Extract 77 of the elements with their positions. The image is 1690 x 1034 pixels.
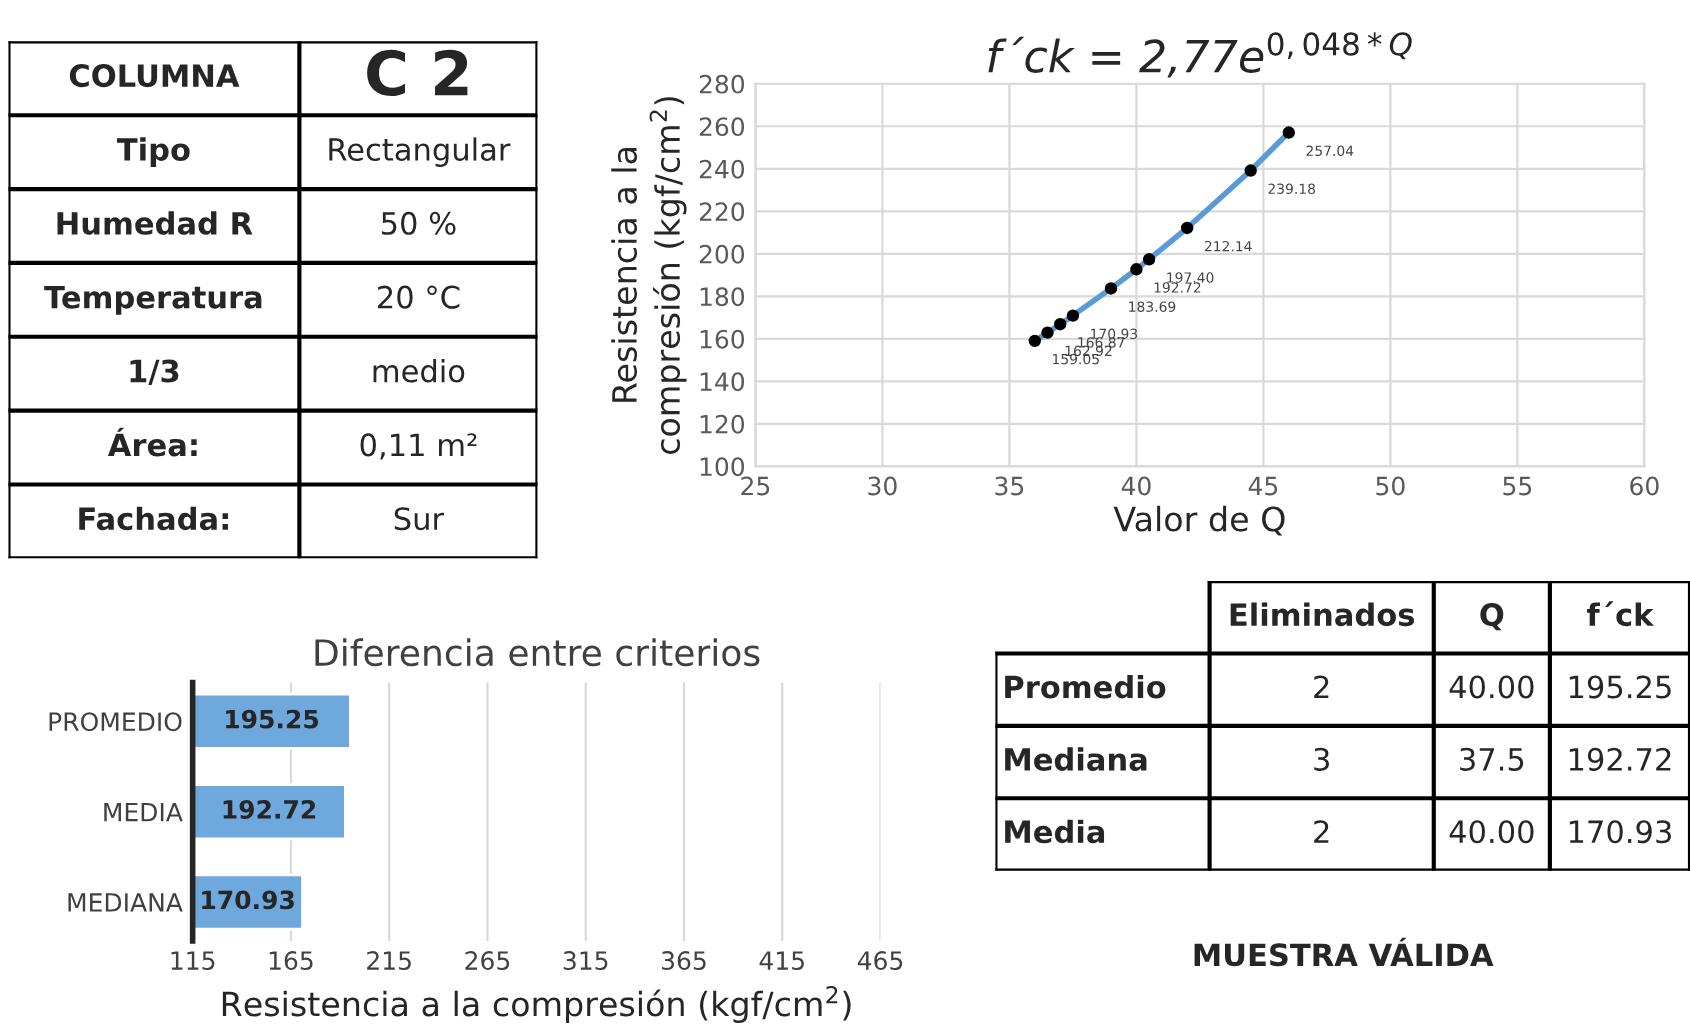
y-tick-label: 120 [700, 414, 745, 434]
x-tick-label: 315 [563, 951, 608, 971]
x-tick-label: 415 [759, 951, 804, 971]
x-tick-label: 35 [995, 476, 1024, 496]
point [1054, 318, 1067, 331]
data-label: 192.72 [223, 800, 316, 819]
x-tick-label: 265 [465, 951, 510, 971]
data-label: 195.25 [226, 709, 319, 729]
chart-title: f´ck = 2,77e$^{0,048*Q}$ [988, 32, 1412, 78]
y-tick-label: 260 [699, 117, 745, 137]
text: Tipo [116, 137, 190, 167]
text: Media [1005, 819, 1105, 844]
text: medio [373, 358, 465, 383]
x-tick-label: 40 [1121, 476, 1151, 496]
y-tick-label: 160 [700, 329, 745, 349]
chart-title: Diferencia entre criterios [315, 638, 760, 667]
x-tick-label: 60 [1630, 476, 1659, 496]
y-tick-label: PROMEDIO [49, 712, 182, 732]
y-tick-label: 140 [700, 372, 745, 392]
point [1244, 164, 1257, 177]
y-tick-label: 220 [699, 202, 745, 222]
x-tick-label: 25 [741, 476, 770, 496]
text: 40.00 [1449, 675, 1534, 699]
text: Humedad R [57, 211, 253, 235]
point [1104, 282, 1118, 295]
text: 195.25 [1569, 675, 1671, 699]
text: C 2 [367, 49, 468, 97]
text: Sur [394, 507, 445, 531]
y-tick-label: 180 [700, 287, 745, 307]
y-tick-label: 240 [699, 159, 745, 179]
text: 20 °C [378, 285, 460, 309]
text: 37.5 [1460, 747, 1524, 771]
x-tick-label: 115 [171, 951, 215, 971]
point [1028, 334, 1042, 348]
text: 40.00 [1449, 820, 1534, 844]
text: Fachada: [79, 506, 228, 531]
point [1066, 309, 1080, 322]
x-axis-title: Resistencia a la compresión (kgf/cm$^{2}$) [222, 985, 851, 1023]
x-tick-label: 55 [1503, 476, 1532, 496]
point [1041, 326, 1054, 339]
text: 1/3 [130, 359, 179, 385]
y-tick-label: MEDIANA [68, 893, 183, 912]
text: 0,11 m² [360, 433, 477, 460]
text: Mediana [1005, 747, 1147, 771]
x-tick-label: 30 [868, 476, 897, 496]
point [1282, 126, 1295, 139]
x-tick-label: 365 [662, 951, 706, 971]
text: 192.72 [1569, 747, 1671, 771]
point [1142, 253, 1156, 266]
point [1181, 221, 1194, 235]
text: Promedio [1005, 674, 1166, 699]
x-tick-label: 165 [269, 951, 313, 971]
text: Área: [107, 427, 197, 457]
text: Rectangular [329, 137, 511, 167]
y-tick-label: 280 [699, 74, 745, 94]
text: Eliminados [1230, 602, 1415, 627]
y-tick-label: 100 [700, 457, 745, 477]
y-axis-title: Resistencia a la compresión (kgf/cm$^{2}$) [611, 97, 687, 455]
text: 2 [1314, 820, 1329, 843]
text: MUESTRA VÁLIDA [1194, 937, 1494, 967]
y-tick-label: 200 [699, 244, 745, 264]
text: COLUMNA [69, 64, 240, 88]
text: 170.93 [1569, 820, 1671, 844]
y-tick-label: MEDIA [104, 802, 183, 822]
point [1130, 263, 1143, 276]
x-tick-label: 45 [1248, 476, 1278, 496]
text: Temperatura [44, 286, 262, 315]
x-tick-label: 215 [367, 951, 411, 971]
text: 2 [1314, 675, 1329, 699]
x-axis-title: Valor de Q [1113, 505, 1285, 536]
x-tick-label: 465 [857, 951, 903, 971]
text: Q [1480, 603, 1504, 631]
data-label: 170.93 [202, 890, 294, 910]
text: 3 [1314, 747, 1329, 771]
x-tick-label: 50 [1376, 476, 1405, 496]
text: 50 % [381, 211, 456, 235]
text: f´ck [1587, 601, 1655, 627]
